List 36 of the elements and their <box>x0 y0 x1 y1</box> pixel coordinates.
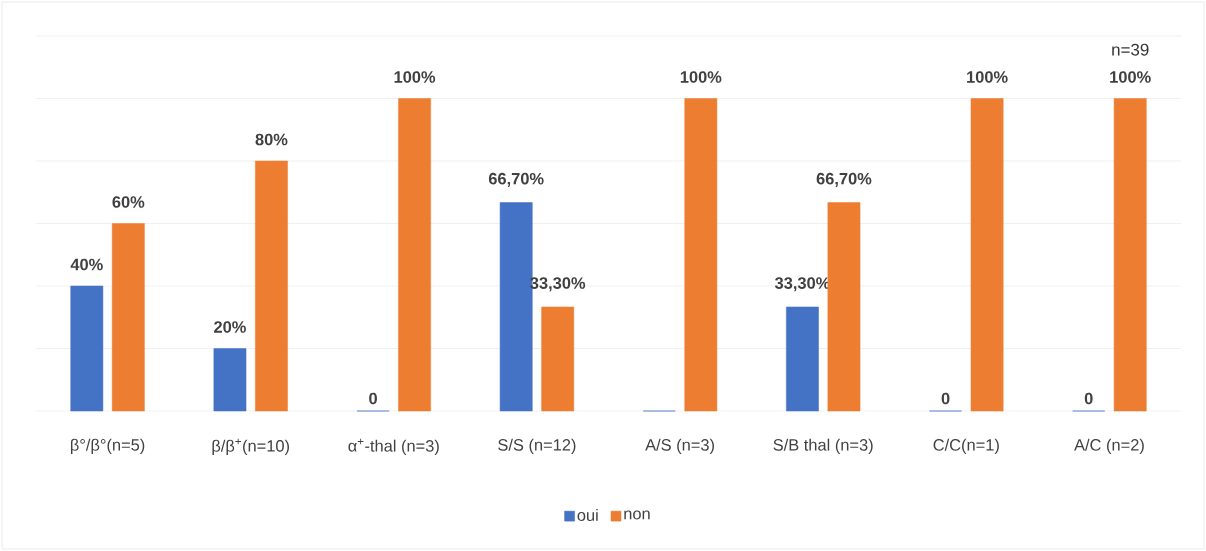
x-tick-label: β/β$^{+}$(n=10) <box>212 438 289 455</box>
bar <box>786 306 819 412</box>
data-label: 66,70% <box>488 172 544 187</box>
bar <box>398 98 431 412</box>
legend-label: non <box>624 510 650 520</box>
x-tick-label: α$^{+}$-thal (n=3) <box>348 438 439 455</box>
data-label: 0 <box>1084 392 1093 405</box>
x-tick-label: A/S (n=3) <box>645 438 714 454</box>
data-label: 100% <box>394 71 436 83</box>
data-label: 100% <box>680 71 722 83</box>
bar <box>684 98 718 412</box>
bar <box>213 348 247 412</box>
x-tick-label: A/C (n=2) <box>1074 438 1144 454</box>
data-label: 0 <box>369 392 377 405</box>
bar <box>1113 98 1147 412</box>
bar <box>827 202 861 412</box>
x-tick-label: β°/β°(n=5) <box>70 438 145 454</box>
data-label: 100% <box>1110 71 1151 83</box>
bar <box>70 285 104 412</box>
data-label: 66,70% <box>816 172 872 187</box>
legend-label: oui <box>577 508 598 521</box>
x-tick-label: S/B thal (n=3) <box>773 438 873 454</box>
annotation: n=39 <box>1112 43 1149 56</box>
data-label: 33,30% <box>774 277 830 292</box>
bar <box>111 223 145 412</box>
x-tick-label: S/S (n=12) <box>498 438 576 454</box>
bar <box>970 98 1004 412</box>
data-label: 20% <box>214 321 246 333</box>
data-label: 60% <box>112 196 145 208</box>
data-label: 40% <box>70 258 103 271</box>
x-tick-label: C/C(n=1) <box>933 438 999 454</box>
bar <box>541 306 575 412</box>
data-label: 100% <box>967 71 1008 83</box>
bar <box>255 160 288 412</box>
data-label: 80% <box>255 133 288 146</box>
data-label: 0 <box>941 392 950 405</box>
